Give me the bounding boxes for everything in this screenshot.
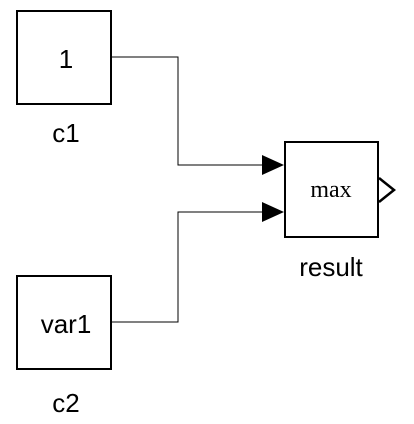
- constant-block-c1-box[interactable]: [16, 10, 112, 105]
- constant-block-c2-box[interactable]: [16, 275, 112, 370]
- signal-line-c1-to-result[interactable]: [112, 56, 262, 166]
- constant-block-c2[interactable]: var1: [16, 275, 112, 370]
- constant-block-c2-name: c2: [52, 388, 79, 418]
- signal-line-c2-to-result[interactable]: [112, 211, 262, 323]
- minmax-block-result-box[interactable]: [284, 141, 379, 238]
- result-output-port-arrow: [378, 177, 397, 203]
- minmax-block-result-name: result: [299, 252, 363, 282]
- minmax-block-result-operation: max: [310, 177, 351, 203]
- minmax-block-result[interactable]: max: [284, 141, 379, 238]
- constant-block-c1-name: c1: [52, 118, 79, 148]
- result-input-port-2-arrow: [262, 202, 284, 222]
- constant-block-c1[interactable]: 1: [16, 10, 112, 105]
- result-input-port-1-arrow: [262, 155, 284, 175]
- constant-block-c1-value: 1: [59, 44, 73, 74]
- constant-block-c2-value: var1: [41, 309, 92, 339]
